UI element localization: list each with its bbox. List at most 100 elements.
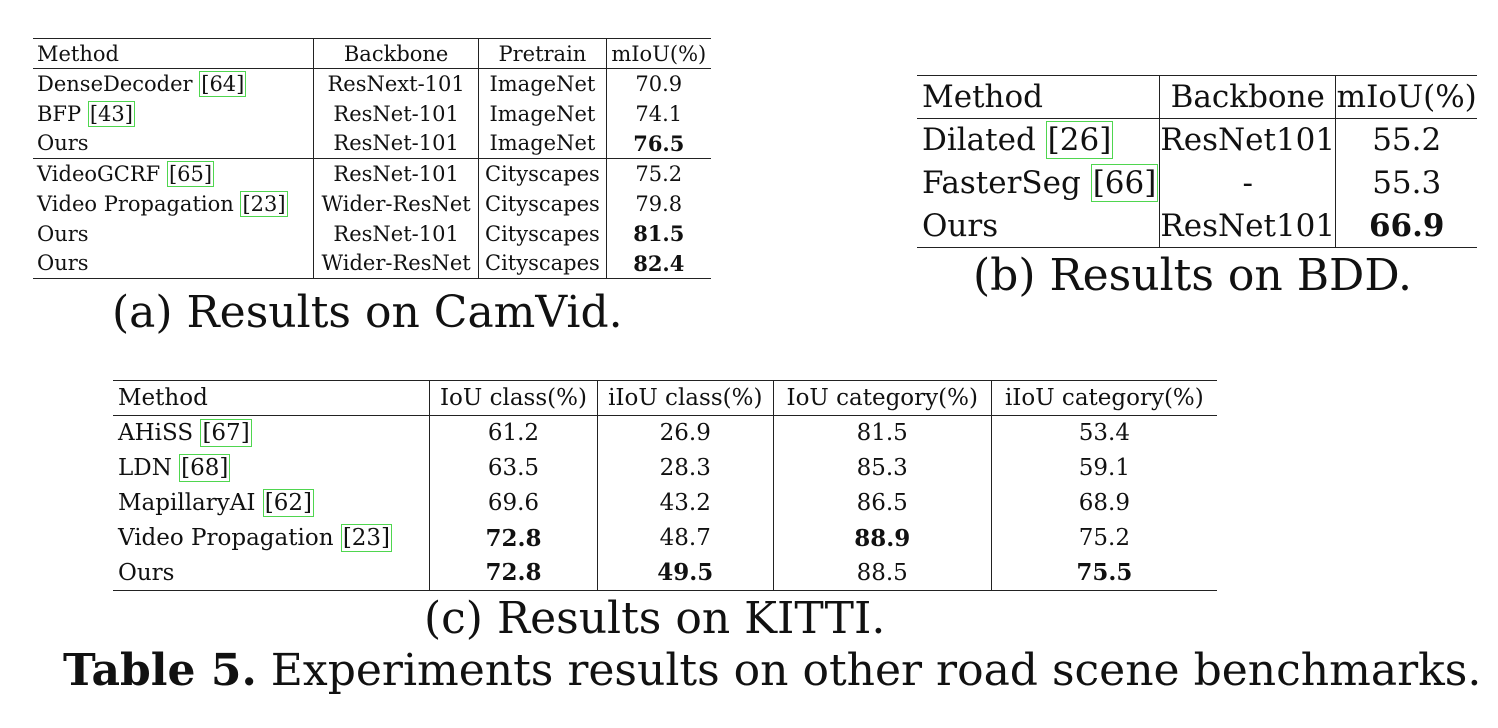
- iou-category-cell: 85.3: [773, 450, 992, 486]
- method-cell: Ours: [113, 555, 431, 591]
- citation-link[interactable]: [66]: [1090, 164, 1159, 202]
- kitti-results-table: Method IoU class(%) iIoU class(%) IoU ca…: [113, 380, 1217, 591]
- method-cell: Dilated [26]: [917, 118, 1161, 162]
- method-cell: LDN [68]: [113, 450, 431, 486]
- method-cell: Video Propagation [23]: [33, 188, 315, 219]
- method-name: FasterSeg: [922, 165, 1091, 201]
- method-name: VideoGCRF: [37, 161, 167, 186]
- method-name: BFP: [37, 101, 88, 126]
- method-cell: VideoGCRF [65]: [33, 158, 315, 189]
- backbone-cell: ResNet-101: [313, 128, 480, 159]
- pretrain-cell: ImageNet: [478, 68, 607, 99]
- caption-camvid: (a) Results on CamVid.: [112, 287, 623, 338]
- miou-cell: 70.9: [635, 71, 683, 96]
- method-cell: FasterSeg [66]: [917, 161, 1161, 205]
- table-row: Ours ResNet-101 ImageNet 76.5: [33, 128, 711, 159]
- method-cell: AHiSS [67]: [113, 415, 431, 451]
- iou-class-cell-best: 72.8: [429, 555, 598, 591]
- table-caption: Table 5. Experiments results on other ro…: [63, 645, 1481, 696]
- method-name: Video Propagation: [118, 525, 341, 551]
- header-method: Method: [33, 38, 315, 69]
- table-row: Ours ResNet-101 Cityscapes 81.5: [33, 218, 711, 249]
- method-cell: Video Propagation [23]: [113, 520, 431, 556]
- miou-cell-best: 81.5: [633, 221, 685, 246]
- miou-cell-best: 66.9: [1368, 207, 1445, 244]
- miou-cell: 74.1: [635, 101, 683, 126]
- table-row: DenseDecoder [64] ResNext-101 ImageNet 7…: [33, 68, 711, 99]
- pretrain-cell: Cityscapes: [478, 158, 607, 189]
- table-row: Ours Wider-ResNet Cityscapes 82.4: [33, 248, 711, 279]
- header-backbone: Backbone: [1159, 75, 1337, 119]
- header-iiou-class: iIoU class(%): [597, 380, 774, 416]
- method-name: Ours: [37, 131, 89, 156]
- table-row: AHiSS [67] 61.2 26.9 81.5 53.4: [113, 415, 1217, 451]
- table-row: Video Propagation [23] Wider-ResNet City…: [33, 188, 711, 219]
- citation-link[interactable]: [26]: [1045, 121, 1114, 160]
- iou-category-cell: 86.5: [773, 485, 992, 521]
- header-miou: mIoU(%): [606, 38, 711, 69]
- backbone-cell: ResNet101: [1159, 118, 1337, 162]
- method-cell: DenseDecoder [64]: [33, 68, 315, 99]
- method-name: Ours: [37, 251, 89, 276]
- citation-link[interactable]: [23]: [340, 524, 393, 552]
- citation-link[interactable]: [65]: [166, 160, 215, 187]
- table-label: Table 5.: [63, 645, 257, 696]
- method-cell: MapillaryAI [62]: [113, 485, 431, 521]
- backbone-cell: ResNet-101: [313, 158, 480, 189]
- caption-kitti: (c) Results on KITTI.: [424, 593, 886, 644]
- method-name: DenseDecoder: [37, 71, 200, 96]
- header-iiou-category: iIoU category(%): [991, 380, 1217, 416]
- backbone-cell: ResNet-101: [313, 98, 480, 129]
- header-backbone: Backbone: [313, 38, 480, 69]
- header-method: Method: [113, 380, 431, 416]
- iou-class-cell: 69.6: [429, 485, 598, 521]
- iou-class-cell: 61.2: [429, 415, 598, 451]
- iiou-category-cell: 75.2: [1078, 525, 1130, 551]
- table-row: Ours ResNet101 66.9: [917, 204, 1477, 248]
- iiou-class-cell-best: 49.5: [597, 555, 774, 591]
- method-cell: Ours: [33, 218, 315, 249]
- caption-bdd: (b) Results on BDD.: [973, 250, 1413, 301]
- citation-link[interactable]: [62]: [262, 489, 314, 517]
- backbone-cell: -: [1159, 161, 1337, 205]
- iiou-category-cell: 68.9: [1078, 490, 1130, 516]
- table-row: Dilated [26] ResNet101 55.2: [917, 118, 1477, 162]
- backbone-cell: Wider-ResNet: [313, 248, 480, 279]
- method-name: Video Propagation: [37, 191, 241, 216]
- iou-class-cell-best: 72.8: [429, 520, 598, 556]
- method-cell: Ours: [33, 248, 315, 279]
- iiou-class-cell: 43.2: [597, 485, 774, 521]
- method-name: Ours: [37, 221, 89, 246]
- iiou-class-cell: 48.7: [597, 520, 774, 556]
- table-row: Video Propagation [23] 72.8 48.7 88.9 75…: [113, 520, 1217, 556]
- miou-cell: 79.8: [635, 191, 683, 216]
- citation-link[interactable]: [23]: [240, 190, 288, 217]
- iiou-class-cell: 28.3: [597, 450, 774, 486]
- citation-link[interactable]: [68]: [179, 454, 231, 482]
- iou-category-cell-best: 88.9: [773, 520, 992, 556]
- method-name: LDN: [118, 455, 180, 481]
- method-name: MapillaryAI: [118, 490, 263, 516]
- method-name: Ours: [118, 559, 175, 586]
- backbone-cell: ResNet101: [1159, 204, 1337, 248]
- table-caption-text: Experiments results on other road scene …: [256, 645, 1482, 696]
- citation-link[interactable]: [67]: [200, 419, 252, 448]
- iiou-class-cell: 26.9: [597, 415, 774, 451]
- iou-category-cell: 88.5: [773, 555, 992, 591]
- citation-link[interactable]: [43]: [87, 100, 135, 127]
- iiou-category-cell-best: 75.5: [1076, 559, 1133, 587]
- table-header-row: Method Backbone mIoU(%): [917, 75, 1477, 119]
- iiou-category-cell: 59.1: [1078, 455, 1130, 481]
- miou-cell-best: 82.4: [633, 250, 685, 276]
- bdd-results-table: Method Backbone mIoU(%) Dilated [26] Res…: [917, 75, 1477, 248]
- pretrain-cell: ImageNet: [478, 128, 607, 159]
- table-row: Ours 72.8 49.5 88.5 75.5: [113, 555, 1217, 591]
- method-cell: BFP [43]: [33, 98, 315, 129]
- table-header-row: Method IoU class(%) iIoU class(%) IoU ca…: [113, 380, 1217, 416]
- iou-class-cell: 63.5: [429, 450, 598, 486]
- table-row: FasterSeg [66] - 55.3: [917, 161, 1477, 205]
- table-row: LDN [68] 63.5 28.3 85.3 59.1: [113, 450, 1217, 486]
- miou-cell: 75.2: [635, 161, 683, 186]
- miou-cell: 55.3: [1372, 165, 1442, 201]
- citation-link[interactable]: [64]: [199, 70, 247, 97]
